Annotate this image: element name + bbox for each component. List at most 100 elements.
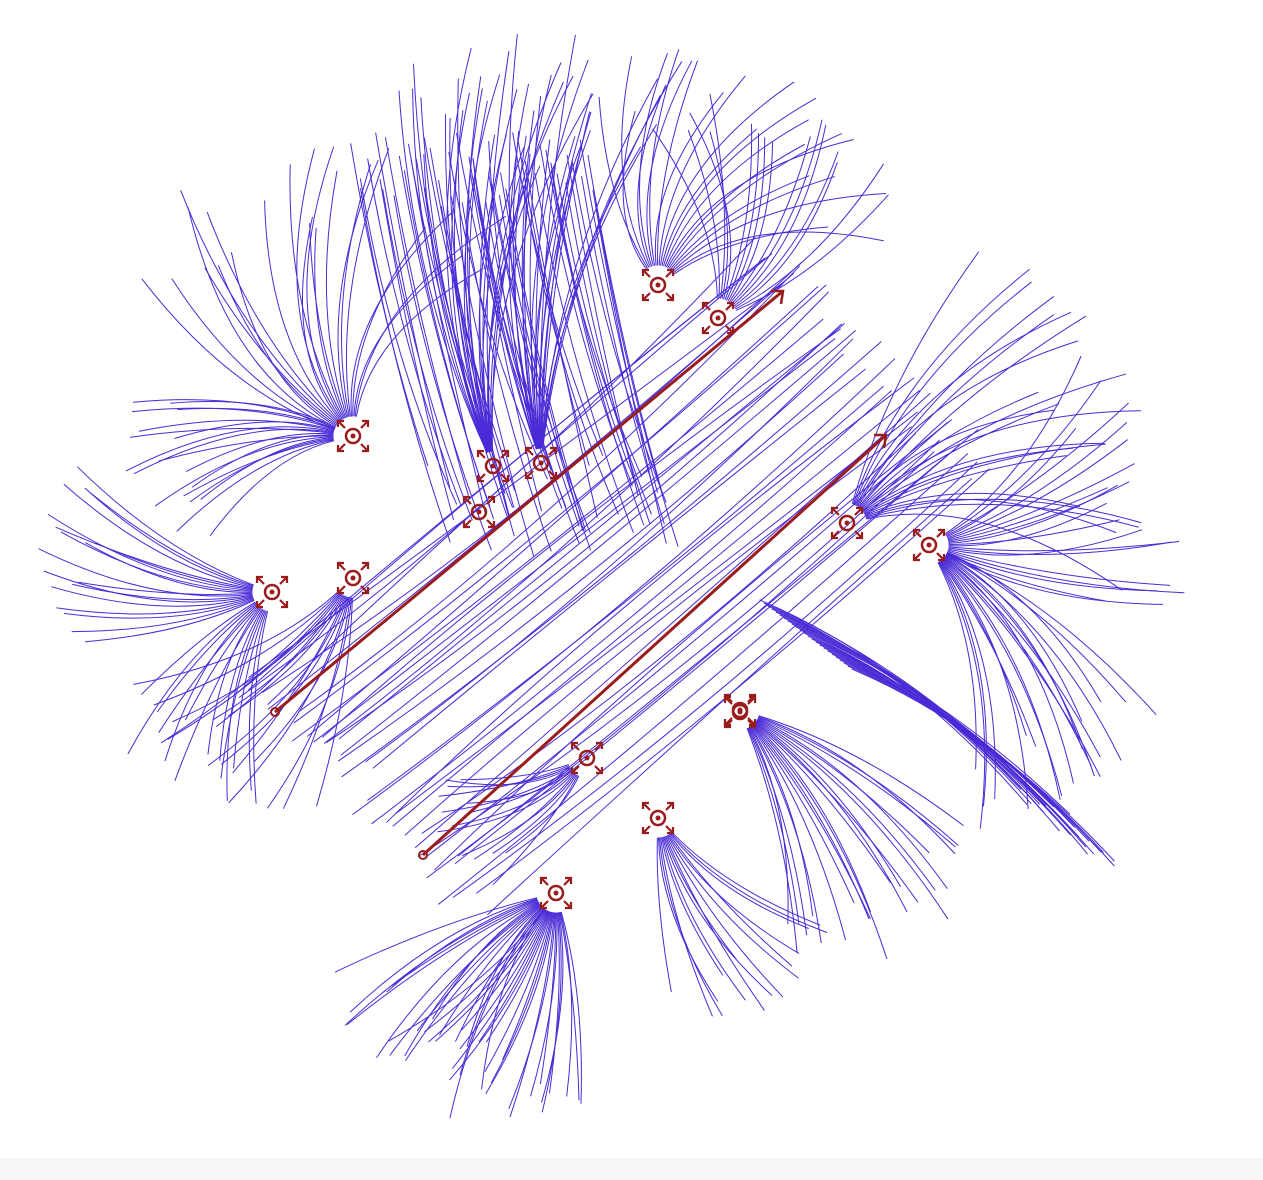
streamline — [944, 556, 1074, 784]
streamline — [440, 206, 515, 537]
streamline — [340, 330, 856, 756]
streamline — [541, 912, 564, 1103]
streamline — [325, 170, 348, 418]
streamline — [500, 172, 584, 532]
streamline — [668, 834, 800, 954]
streamline — [291, 318, 824, 742]
streamline — [947, 439, 1128, 540]
streamline — [541, 146, 641, 449]
streamline — [945, 356, 1082, 535]
streamline — [595, 202, 679, 547]
streamline — [84, 600, 255, 643]
streamline — [752, 725, 871, 919]
streamline — [940, 560, 1027, 736]
streamline — [946, 428, 1076, 538]
streamline — [482, 89, 518, 452]
streamline — [756, 719, 936, 891]
streamline — [534, 173, 634, 533]
streamline — [438, 453, 969, 905]
streamline — [731, 119, 823, 305]
source-expand-icon — [462, 495, 496, 529]
streamline — [622, 111, 647, 270]
source-expand-icon — [701, 301, 735, 335]
streamline — [392, 389, 921, 827]
streamline — [656, 837, 672, 993]
streamline — [757, 719, 930, 854]
streamline — [289, 164, 344, 419]
streamline — [454, 442, 962, 864]
streamline — [946, 552, 1102, 703]
streamline — [835, 656, 1088, 855]
streamline — [479, 911, 550, 1042]
direction-arrow — [418, 433, 888, 860]
streamline — [658, 837, 718, 1002]
streamline — [733, 151, 839, 307]
streamline — [352, 227, 426, 417]
streamline — [658, 75, 746, 266]
streamline — [71, 599, 254, 633]
streamline — [421, 433, 916, 834]
streamline — [167, 593, 342, 740]
streamline — [488, 172, 580, 527]
streamline — [637, 84, 666, 268]
streamline — [191, 434, 334, 488]
streamline — [393, 195, 492, 551]
streamline — [938, 561, 987, 807]
streamline — [508, 33, 539, 449]
streamline — [709, 131, 729, 299]
streamline — [155, 436, 334, 507]
streamline — [341, 341, 882, 778]
streamline — [545, 149, 643, 477]
streamline — [55, 526, 253, 590]
streamline — [487, 75, 574, 452]
streamline — [947, 422, 1128, 539]
streamline — [942, 558, 1061, 800]
streamline — [660, 837, 713, 1017]
streamline — [476, 187, 563, 509]
streamline — [38, 548, 253, 597]
streamline — [207, 607, 261, 755]
streamline — [424, 422, 948, 858]
streamline — [417, 439, 940, 857]
streamline — [232, 595, 346, 774]
source-expand-icon — [336, 419, 370, 453]
streamline — [220, 609, 265, 779]
streamline — [337, 159, 379, 418]
streamline — [666, 835, 784, 998]
streamline — [944, 556, 1095, 777]
streamline — [371, 390, 892, 825]
streamline — [434, 419, 952, 871]
streamline — [334, 897, 538, 973]
streamline — [207, 596, 347, 766]
streamline — [84, 487, 254, 588]
streamline — [505, 188, 586, 531]
streamline — [750, 726, 814, 917]
streamline — [248, 610, 267, 791]
streamline — [133, 428, 334, 475]
streamline — [77, 466, 254, 586]
streamline — [947, 549, 1171, 586]
streamline — [160, 592, 341, 744]
streamline — [283, 597, 351, 809]
streamline — [664, 836, 737, 960]
streamline — [228, 595, 345, 717]
streamline — [754, 722, 919, 903]
streamline — [485, 912, 555, 1094]
streamline — [729, 141, 774, 303]
bottom-bar — [0, 1158, 1263, 1180]
streamline — [948, 529, 1143, 556]
streamline — [375, 132, 451, 488]
streamline — [579, 139, 658, 493]
streamline — [508, 912, 556, 1109]
streamline — [438, 765, 570, 797]
source-expand-icon — [830, 506, 864, 540]
streamline — [664, 119, 809, 267]
streamline — [345, 148, 390, 417]
streamline — [415, 393, 931, 848]
streamline — [541, 912, 562, 1113]
streamline — [485, 201, 580, 544]
streamline — [267, 253, 773, 705]
streamline — [592, 189, 667, 544]
streamline — [858, 409, 1055, 508]
streamline — [187, 207, 336, 428]
